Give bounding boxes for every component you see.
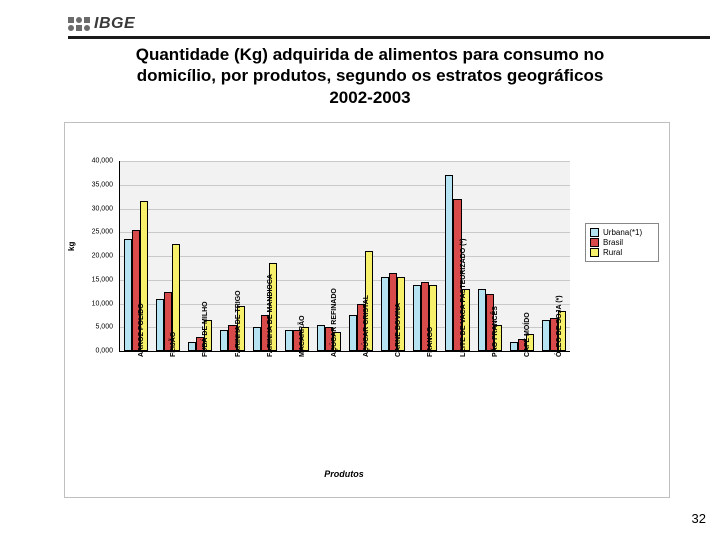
legend-swatch [590, 238, 599, 247]
header-rule: IBGE [68, 12, 710, 39]
slide: IBGE Quantidade (Kg) adquirida de alimen… [0, 0, 720, 540]
legend-item: Brasil [590, 238, 654, 247]
y-tick-label: 30,000 [92, 205, 113, 212]
chart-title: Quantidade (Kg) adquirida de alimentos p… [80, 44, 660, 108]
x-axis-label: Produtos [119, 469, 569, 479]
x-tick-label: ÓLEO DE SOJA (*) [556, 295, 563, 357]
x-tick-label: CARNE BOVINA [395, 303, 402, 357]
plot-area [119, 161, 570, 352]
bar-urbana [253, 327, 261, 351]
chart-frame: kg 0,0005,00010,00015,00020,00025,00030,… [64, 122, 670, 498]
bar-urbana [381, 277, 389, 351]
y-tick-label: 25,000 [92, 229, 113, 236]
y-axis: 0,0005,00010,00015,00020,00025,00030,000… [65, 161, 117, 351]
bar-urbana [349, 315, 357, 351]
bar-urbana [124, 239, 132, 351]
x-tick-label: FEIJÃO [170, 332, 177, 357]
y-tick-label: 35,000 [92, 181, 113, 188]
bar-urbana [445, 175, 453, 351]
bar-urbana [188, 342, 196, 352]
y-tick-label: 20,000 [92, 253, 113, 260]
legend-label: Urbana(*1) [603, 228, 642, 237]
bar-urbana [156, 299, 164, 351]
legend: Urbana(*1)BrasilRural [585, 223, 659, 262]
title-line-1: Quantidade (Kg) adquirida de alimentos p… [136, 45, 605, 64]
bar-urbana [285, 330, 293, 351]
bar-urbana [510, 342, 518, 352]
x-axis: ARROZ POLIDOFEIJÃOFUBÁ DE MILHOFARINHA D… [119, 351, 569, 463]
y-tick-label: 15,000 [92, 276, 113, 283]
x-tick-label: FUBÁ DE MILHO [202, 301, 209, 357]
bar-urbana [413, 285, 421, 352]
x-tick-label: MACARRÃO [299, 315, 306, 357]
x-tick-label: FARINHA DE TRIGO [235, 290, 242, 357]
bars-layer [120, 161, 570, 351]
bar-urbana [220, 330, 228, 351]
legend-swatch [590, 228, 599, 237]
ibge-logo-glyph [68, 17, 90, 31]
title-line-2: domicílio, por produtos, segundo os estr… [137, 66, 604, 85]
ibge-logo: IBGE [68, 15, 135, 33]
x-tick-label: AÇÚCAR CRISTAL [363, 295, 370, 357]
legend-item: Urbana(*1) [590, 228, 654, 237]
legend-label: Rural [603, 248, 622, 257]
y-tick-label: 40,000 [92, 158, 113, 165]
x-tick-label: PÃO FRANCÊS [492, 306, 499, 357]
x-tick-label: FARINHA DE MANDIOCA [267, 274, 274, 357]
x-tick-label: CAFÉ MOÍDO [524, 312, 531, 357]
bar-urbana [317, 325, 325, 351]
ibge-logo-text: IBGE [94, 15, 135, 33]
y-tick-label: 0,000 [95, 348, 113, 355]
legend-swatch [590, 248, 599, 257]
legend-item: Rural [590, 248, 654, 257]
x-tick-label: FRANGO [427, 327, 434, 357]
bar-urbana [542, 320, 550, 351]
page-number: 32 [692, 511, 706, 526]
y-tick-label: 5,000 [95, 324, 113, 331]
y-tick-label: 10,000 [92, 300, 113, 307]
x-tick-label: LEITE DE VACA PASTEURIZADO (*) [460, 239, 467, 357]
x-tick-label: AÇÚCAR REFINADO [331, 288, 338, 357]
title-line-3: 2002-2003 [329, 88, 410, 107]
bar-urbana [478, 289, 486, 351]
legend-label: Brasil [603, 238, 623, 247]
x-tick-label: ARROZ POLIDO [138, 303, 145, 357]
